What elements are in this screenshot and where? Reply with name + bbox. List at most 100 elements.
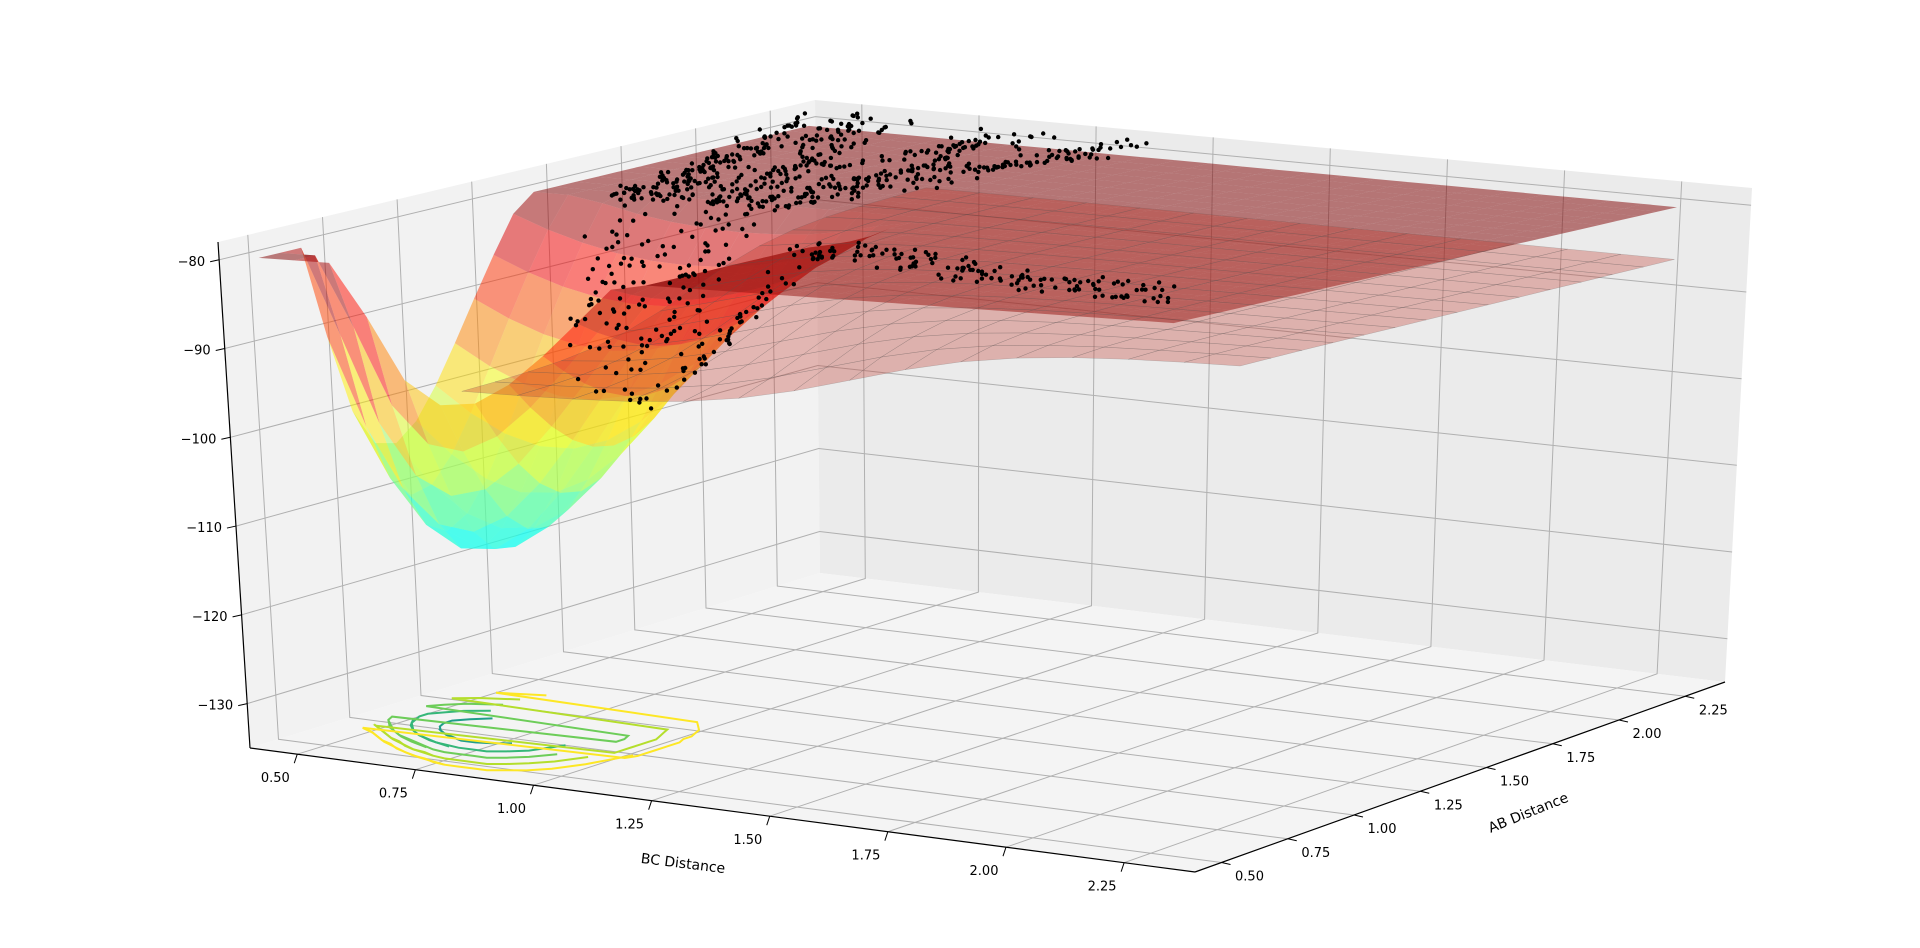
scatter-point (642, 304, 647, 309)
scatter-point (655, 181, 661, 186)
scatter-point (887, 158, 892, 163)
surface-facet (1323, 175, 1377, 184)
surface-facet (1250, 214, 1305, 223)
surface-facet (1604, 208, 1658, 217)
surface-facet (581, 436, 635, 492)
scatter-point (702, 169, 707, 175)
scatter-point (874, 265, 880, 270)
surface-facet (1423, 185, 1477, 193)
surface-facet (1060, 171, 1115, 180)
surface-facet (1175, 188, 1230, 197)
scatter-point (726, 256, 732, 261)
scatter-point (726, 164, 731, 170)
grid-y (396, 199, 1355, 816)
surface-facet (1007, 238, 1063, 247)
surface-facet (835, 192, 891, 200)
surface-facet (1096, 239, 1151, 248)
upper-surface-facet (1030, 245, 1118, 259)
surface-facet (1177, 307, 1232, 315)
scatter-point (836, 129, 841, 134)
surface-facet (1484, 203, 1538, 212)
scatter-point (727, 341, 732, 346)
z-tick-label: −80 (178, 255, 205, 270)
upper-surface-facet (517, 385, 606, 400)
surface-facet (1293, 237, 1348, 245)
surface-facet (1215, 179, 1270, 187)
surface-facet (1189, 163, 1243, 172)
surface-facet (1468, 239, 1523, 248)
surface-facet (856, 222, 911, 243)
scatter-point (821, 184, 826, 190)
upper-surface-facet (904, 345, 993, 370)
scatter-point (713, 159, 719, 164)
surface-facet (1006, 173, 1061, 182)
surface-facet (1332, 271, 1387, 279)
scatter-point (686, 274, 691, 279)
upper-surface-facet (1063, 236, 1150, 251)
scatter-point (617, 218, 623, 223)
upper-surface-facet (1464, 284, 1551, 298)
scatter-point (677, 296, 682, 301)
scatter-point (667, 317, 672, 322)
surface-facet (712, 188, 768, 197)
upper-surface-facet (627, 384, 716, 402)
scatter-point (1126, 278, 1131, 284)
scatter-point (753, 179, 758, 184)
surface-facet (1185, 283, 1240, 291)
scatter-point (717, 328, 723, 333)
scatter-point (778, 171, 783, 177)
scatter-point (734, 199, 740, 204)
scatter-point (682, 179, 687, 184)
surface-facet (959, 228, 1014, 237)
scatter-point (681, 195, 686, 201)
scatter-point (610, 307, 616, 312)
upper-surface-facet (1419, 259, 1505, 273)
surface-facet (1002, 251, 1057, 259)
scatter-point (650, 197, 656, 202)
surface-facet (1087, 306, 1143, 314)
surface-facet (1493, 223, 1547, 231)
scatter-point (789, 185, 794, 191)
y-tick-label: 0.75 (1301, 846, 1330, 861)
upper-surface-facet (1268, 223, 1354, 237)
surface-facet (867, 140, 922, 149)
scatter-point (1024, 160, 1030, 165)
upper-surface-facet (1072, 346, 1160, 360)
axes (210, 241, 1726, 873)
scatter-point (1114, 139, 1120, 145)
upper-surface-facet (1000, 197, 1087, 212)
scatter-point (855, 194, 861, 199)
surface-facet (721, 273, 777, 281)
scatter-point (1072, 277, 1077, 283)
surface-facet (776, 271, 833, 279)
surface-facet (1107, 182, 1162, 191)
upper-surface-facet (1215, 345, 1303, 359)
surface-facet (931, 213, 986, 221)
surface-facet (896, 286, 952, 294)
surface-facet (1456, 188, 1511, 197)
surface-facet (1377, 206, 1432, 215)
surface-facet (931, 180, 987, 189)
scatter-point (1111, 281, 1117, 286)
scatter-point (672, 309, 677, 315)
x-tick-label: 2.00 (970, 864, 999, 879)
scatter-point (863, 243, 868, 248)
surface-facet (782, 259, 838, 267)
scatter-point (936, 272, 941, 277)
scatter-point (589, 302, 594, 307)
surface-facet (962, 303, 1018, 311)
scatter-point (921, 163, 926, 168)
scatter-point (871, 253, 876, 258)
surface-facet (861, 283, 917, 292)
scatter-point (846, 128, 851, 133)
scatter-point (893, 175, 898, 180)
upper-surface-facet (1402, 299, 1489, 313)
x-tick-label: 1.00 (497, 802, 526, 817)
scatter-point (1142, 299, 1147, 304)
upper-surface-facet (846, 219, 934, 234)
surface-facet (821, 129, 876, 138)
scatter-point (614, 370, 619, 376)
scatter-point (682, 377, 687, 382)
scatter-point (660, 178, 665, 183)
surface-facet (1449, 244, 1503, 252)
